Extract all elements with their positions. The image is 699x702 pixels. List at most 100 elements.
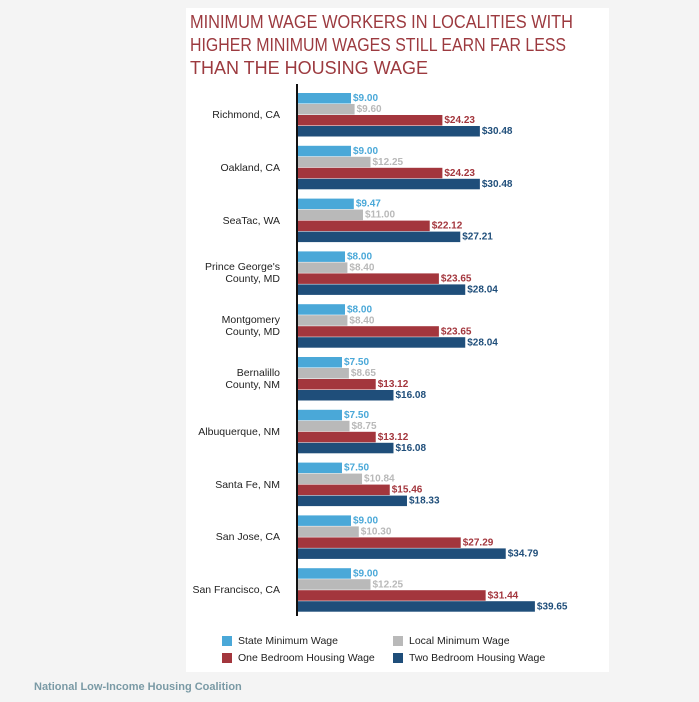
- value-label: $16.08: [395, 390, 426, 401]
- chart-title: HIGHER MINIMUM WAGES STILL EARN FAR LESS: [190, 35, 566, 55]
- chart-title: THAN THE HOUSING WAGE: [190, 58, 428, 78]
- bar: [297, 420, 350, 432]
- value-label: $24.23: [444, 168, 475, 179]
- category-label: Prince George's County, MD: [205, 261, 280, 286]
- value-label: $8.00: [347, 304, 372, 315]
- bar: [297, 273, 439, 284]
- value-label: $10.84: [364, 474, 395, 485]
- value-label: $31.44: [488, 590, 519, 601]
- value-label: $9.00: [353, 516, 378, 527]
- bar: [297, 315, 348, 326]
- bar: [297, 579, 371, 590]
- value-label: $7.50: [344, 463, 369, 474]
- category-label: SeaTac, WA: [222, 214, 280, 227]
- bar: [297, 473, 363, 485]
- bar: [297, 326, 439, 337]
- value-label: $27.29: [463, 538, 494, 549]
- value-label: $22.12: [432, 221, 463, 232]
- value-label: $30.48: [482, 179, 513, 190]
- bar: [297, 568, 351, 579]
- value-label: $13.12: [378, 432, 409, 443]
- value-label: $27.21: [462, 232, 493, 243]
- bar: [297, 379, 376, 390]
- value-label: $9.47: [356, 199, 381, 210]
- bar: [297, 231, 461, 243]
- value-label: $34.79: [508, 549, 539, 560]
- bar: [297, 537, 461, 548]
- legend-swatch: [393, 636, 403, 646]
- legend-swatch: [222, 636, 232, 646]
- value-label: $15.46: [392, 485, 423, 496]
- bar: [297, 104, 355, 115]
- bar: [297, 115, 443, 126]
- bar: [297, 93, 351, 104]
- value-label: $23.65: [441, 274, 472, 285]
- value-label: $30.48: [482, 126, 513, 137]
- value-label: $8.75: [352, 421, 377, 432]
- legend-label: Local Minimum Wage: [409, 635, 510, 647]
- bar: [297, 601, 535, 612]
- category-label: Montgomery County, MD: [221, 314, 280, 339]
- bar: [297, 209, 363, 221]
- bar: [297, 178, 480, 190]
- source: National Low-Income Housing Coalition: [34, 681, 242, 693]
- bar: [297, 337, 466, 348]
- value-label: $16.08: [395, 443, 426, 454]
- bar: [297, 251, 345, 262]
- value-label: $10.30: [361, 527, 392, 538]
- value-label: $9.00: [353, 146, 378, 157]
- bar: [297, 145, 351, 157]
- bar: [297, 390, 394, 401]
- value-label: $7.50: [344, 410, 369, 421]
- value-label: $18.33: [409, 496, 440, 507]
- legend-label: Two Bedroom Housing Wage: [409, 652, 545, 664]
- legend-swatch: [222, 653, 232, 663]
- value-label: $28.04: [467, 285, 498, 296]
- value-label: $11.00: [365, 210, 395, 221]
- bar: [297, 431, 376, 443]
- value-label: $8.00: [347, 252, 372, 263]
- bar: [297, 495, 407, 507]
- category-label: San Jose, CA: [215, 531, 280, 544]
- value-label: $23.65: [441, 326, 472, 337]
- bar: [297, 284, 466, 295]
- bar: [297, 590, 486, 601]
- bar: [297, 368, 349, 379]
- bar: [297, 357, 342, 368]
- bar: [297, 515, 351, 526]
- category-label: San Francisco, CA: [192, 584, 280, 597]
- value-label: $12.25: [373, 579, 404, 590]
- bar: [297, 442, 394, 454]
- chart-title: MINIMUM WAGE WORKERS IN LOCALITIES WITH: [190, 12, 573, 32]
- bar: [297, 462, 342, 474]
- value-label: $39.65: [537, 601, 568, 612]
- bar: [297, 304, 345, 315]
- value-label: $7.50: [344, 357, 369, 368]
- bar: [297, 262, 348, 273]
- category-label: Bernalillo County, NM: [225, 367, 280, 391]
- bar: [297, 548, 506, 559]
- bar: [297, 126, 480, 137]
- legend-swatch: [393, 653, 403, 663]
- value-label: $9.00: [353, 93, 378, 104]
- value-label: $24.23: [444, 115, 475, 126]
- legend-label: One Bedroom Housing Wage: [238, 652, 375, 664]
- bar: [297, 167, 443, 179]
- bar: [297, 198, 354, 210]
- legend-label: State Minimum Wage: [238, 635, 338, 647]
- category-label: Richmond, CA: [212, 109, 280, 121]
- category-label: Albuquerque, NM: [198, 425, 280, 438]
- bar: [297, 409, 342, 421]
- category-label: Santa Fe, NM: [215, 478, 280, 491]
- value-label: $8.65: [351, 368, 376, 379]
- value-label: $8.40: [349, 315, 374, 326]
- value-label: $9.00: [353, 568, 378, 579]
- bar: [297, 526, 359, 537]
- value-label: $8.40: [349, 263, 374, 274]
- value-label: $12.25: [373, 157, 404, 168]
- bar: [297, 156, 371, 168]
- value-label: $9.60: [357, 104, 382, 115]
- value-label: $28.04: [467, 337, 498, 348]
